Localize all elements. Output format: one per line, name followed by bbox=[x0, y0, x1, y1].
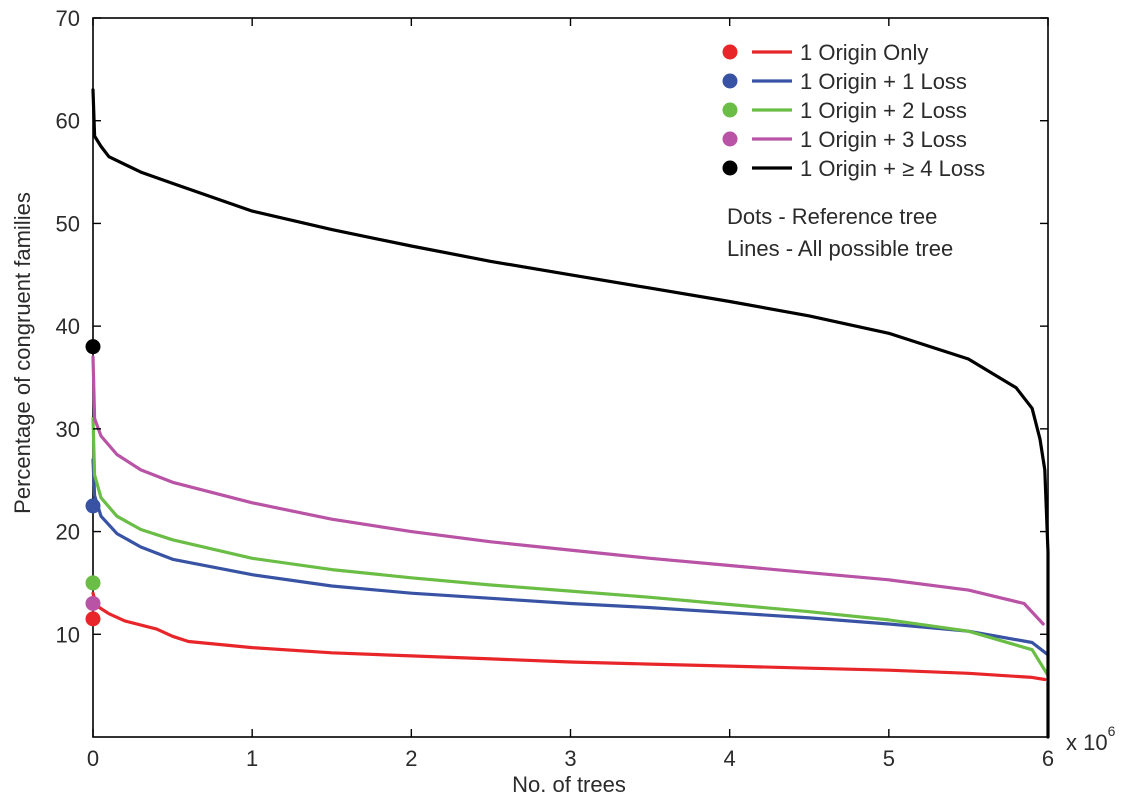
legend-label-2: 1 Origin + 1 Loss bbox=[800, 69, 967, 94]
legend-dot-3 bbox=[722, 102, 738, 118]
x-tick-label: 4 bbox=[724, 746, 736, 771]
plot-frame bbox=[92, 17, 1049, 738]
series-lines bbox=[91, 88, 1050, 739]
note-lines: Lines - All possible tree bbox=[727, 236, 953, 261]
reference-dot-2 bbox=[85, 498, 101, 514]
x-axis-title: No. of trees bbox=[512, 772, 626, 797]
note-dots: Dots - Reference tree bbox=[727, 204, 937, 229]
reference-dot-4 bbox=[85, 595, 101, 611]
x-multiplier-base: x 10 bbox=[1066, 730, 1108, 755]
legend-dot-1 bbox=[722, 44, 738, 60]
x-tick-label: 3 bbox=[564, 746, 576, 771]
legend: 1 Origin Only 1 Origin + 1 Loss 1 Origin +… bbox=[722, 40, 985, 181]
x-tick-label: 2 bbox=[405, 746, 417, 771]
y-tick-label: 60 bbox=[56, 109, 80, 134]
legend-label-1: 1 Origin Only bbox=[800, 40, 928, 65]
series-line-2 bbox=[91, 458, 1050, 657]
y-tick-label: 30 bbox=[56, 417, 80, 442]
legend-dot-4 bbox=[722, 131, 738, 147]
series-line-4 bbox=[91, 355, 1045, 626]
reference-dot-5 bbox=[85, 339, 101, 355]
x-tick-label: 0 bbox=[87, 746, 99, 771]
legend-label-4: 1 Origin + 3 Loss bbox=[800, 127, 967, 152]
axis-ticks: 0 1 2 3 4 5 6 10 20 30 40 50 60 70 bbox=[56, 6, 1055, 771]
legend-dot-2 bbox=[722, 73, 738, 89]
y-tick-label: 70 bbox=[56, 6, 80, 31]
x-tick-label: 5 bbox=[883, 746, 895, 771]
x-axis-multiplier: x 106 bbox=[1066, 723, 1116, 755]
legend-dot-5 bbox=[722, 160, 738, 176]
x-tick-label: 6 bbox=[1042, 746, 1054, 771]
y-tick-label: 40 bbox=[56, 314, 80, 339]
x-tick-label: 1 bbox=[246, 746, 258, 771]
reference-dot-1 bbox=[85, 611, 101, 627]
x-multiplier-exponent: 6 bbox=[1108, 723, 1116, 739]
y-tick-label: 10 bbox=[56, 622, 80, 647]
legend-label-5: 1 Origin + ≥ 4 Loss bbox=[800, 156, 985, 181]
series-line-1 bbox=[91, 591, 1047, 682]
series-line-3 bbox=[91, 417, 1050, 678]
reference-dot-3 bbox=[85, 575, 101, 591]
y-axis-title: Percentage of congruent families bbox=[10, 192, 35, 514]
series-line-5 bbox=[91, 88, 1050, 739]
plot-area-frame bbox=[92, 17, 1049, 738]
reference-dots bbox=[85, 339, 101, 627]
legend-label-3: 1 Origin + 2 Loss bbox=[800, 98, 967, 123]
y-tick-label: 20 bbox=[56, 520, 80, 545]
y-tick-label: 50 bbox=[56, 211, 80, 236]
